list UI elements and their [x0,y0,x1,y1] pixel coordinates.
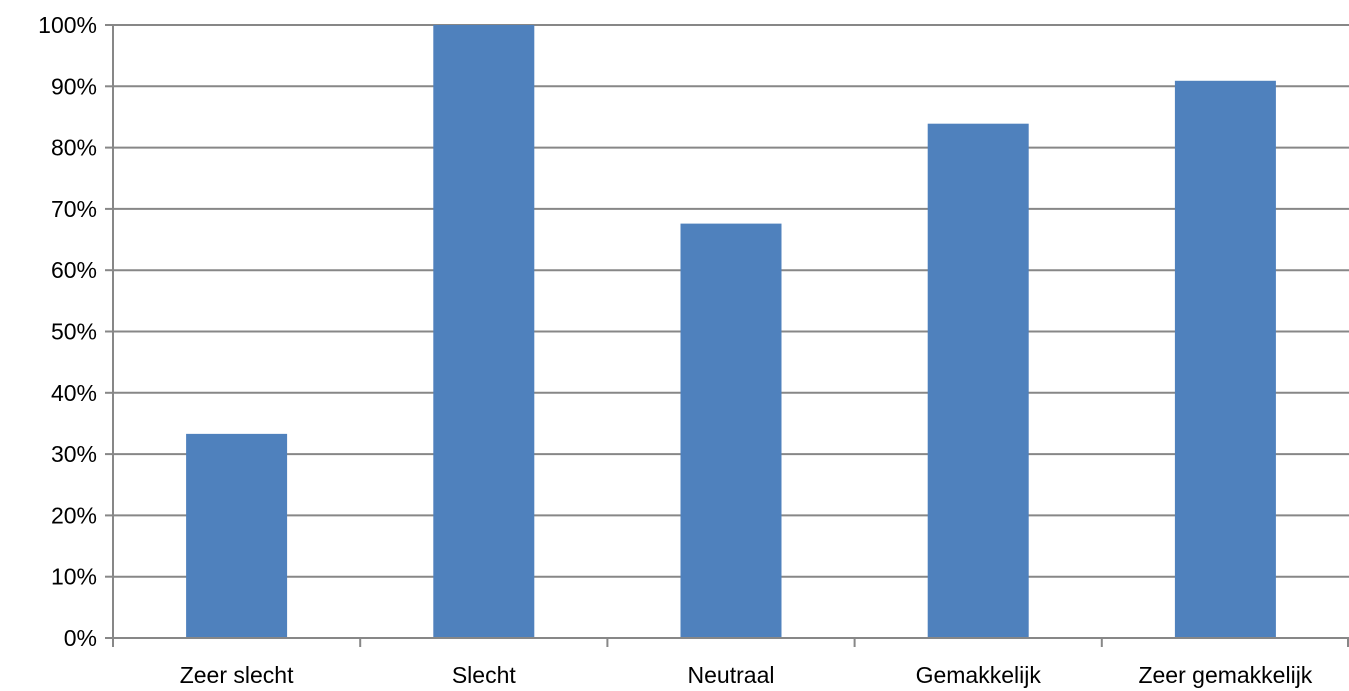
y-tick-label: 20% [51,502,97,528]
x-axis-category-labels: Zeer slecht Slecht Neutraal Gemakkelijk Zeer… [180,662,1313,688]
bar [680,223,782,638]
y-tick-label: 60% [51,257,97,283]
x-category-label: Zeer slecht [180,662,294,688]
x-category-label: Slecht [452,662,517,688]
bar [1174,80,1276,638]
y-tick-label: 40% [51,380,97,406]
y-tick-label: 30% [51,441,97,467]
y-tick-label: 90% [51,73,97,99]
y-axis-tick-labels: 0% 10% 20% 30% 40% 50% 60% 70% 80% 90% 100% [38,12,97,651]
y-tick-label: 10% [51,564,97,590]
y-tick-label: 70% [51,196,97,222]
x-category-label: Neutraal [688,662,775,688]
x-category-label: Zeer gemakkelijk [1138,662,1312,688]
y-tick-label: 50% [51,319,97,345]
bars [186,25,1276,639]
y-tick-label: 0% [64,625,97,651]
y-tick-label: 100% [38,12,97,38]
axes [105,24,1349,647]
bar [927,123,1029,639]
x-category-label: Gemakkelijk [916,662,1042,688]
bar [433,25,535,638]
y-tick-label: 80% [51,135,97,161]
bar [186,433,288,638]
